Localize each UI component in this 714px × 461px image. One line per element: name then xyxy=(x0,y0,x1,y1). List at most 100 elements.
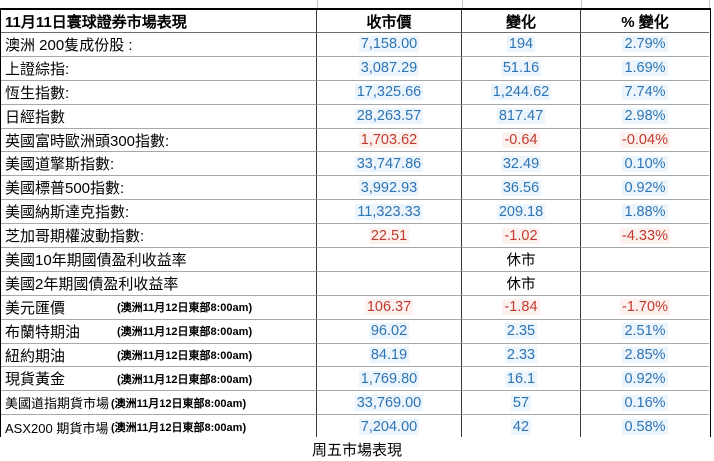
label-cell[interactable]: 美國納斯達克指數: xyxy=(1,200,317,225)
pct-cell[interactable]: 7.74% xyxy=(581,81,709,105)
row-label: 上證綜指: xyxy=(5,60,70,78)
close-cell[interactable]: 1,703.62 xyxy=(317,128,462,153)
value-text: 2.51% xyxy=(622,323,668,340)
change-cell[interactable]: 42 xyxy=(462,415,581,440)
change-cell[interactable]: 2.35 xyxy=(462,319,581,344)
label-cell[interactable]: 上證綜指: xyxy=(1,56,317,81)
change-cell[interactable]: 36.56 xyxy=(462,176,581,201)
change-cell[interactable]: 209.18 xyxy=(462,200,581,225)
table-row: 美國標普500指數: 3,992.93 36.56 0.92% xyxy=(1,176,710,201)
pct-cell[interactable]: -0.04% xyxy=(581,129,709,153)
column-header-pct[interactable]: % 變化 xyxy=(581,10,709,33)
label-cell[interactable]: 現貨黃金 (澳洲11月12日東部8:00am) xyxy=(1,367,317,392)
row-label: 布蘭特期油 xyxy=(5,323,81,341)
pct-cell[interactable]: 0.16% xyxy=(581,391,709,416)
change-cell[interactable]: -1.84 xyxy=(462,295,581,320)
close-cell[interactable]: 33,769.00 xyxy=(317,391,462,416)
pct-cell[interactable]: 2.79% xyxy=(581,33,709,57)
gridline xyxy=(462,0,463,8)
change-cell[interactable]: 32.49 xyxy=(462,152,581,177)
change-cell[interactable]: 16.1 xyxy=(462,367,581,392)
pct-cell[interactable]: 2.85% xyxy=(581,344,709,368)
value-text: 0.92% xyxy=(622,179,668,196)
row-note: (澳洲11月12日東部8:00am) xyxy=(111,422,247,435)
label-cell[interactable]: 恆生指數: xyxy=(1,80,317,105)
pct-cell[interactable]: 0.92% xyxy=(581,367,709,392)
label-cell[interactable]: 美國2年期國債盈利收益率 xyxy=(1,271,317,296)
close-cell[interactable]: 17,325.66 xyxy=(317,80,462,105)
label-cell[interactable]: 美國道擎斯指數: xyxy=(1,152,317,177)
label-cell[interactable]: 美國10年期國債盈利收益率 xyxy=(1,248,317,272)
value-text: 51.16 xyxy=(500,60,542,77)
close-cell[interactable]: 11,323.33 xyxy=(317,200,462,225)
table-row: 美元匯價 (澳洲11月12日東部8:00am) 106.37 -1.84 -1.70% xyxy=(1,295,710,320)
header-row: 11月11日寰球證券市場表現 收市價 變化 % 變化 xyxy=(1,10,710,33)
close-cell[interactable]: 33,747.86 xyxy=(317,152,462,177)
close-cell[interactable]: 22.51 xyxy=(317,224,462,249)
label-cell[interactable]: 澳洲 200隻成份股 : xyxy=(1,33,317,57)
close-cell[interactable]: 7,204.00 xyxy=(317,415,462,440)
label-cell[interactable]: ASX200 期貨市場 (澳洲11月12日東部8:00am) xyxy=(1,415,317,440)
pct-cell[interactable]: -4.33% xyxy=(581,224,709,249)
label-cell[interactable]: 紐約期油 (澳洲11月12日東部8:00am) xyxy=(1,343,317,368)
change-cell[interactable]: 1,244.62 xyxy=(462,80,581,105)
change-cell[interactable]: -0.64 xyxy=(462,128,581,153)
label-cell[interactable]: 美元匯價 (澳洲11月12日東部8:00am) xyxy=(1,295,317,320)
table-title-cell[interactable]: 11月11日寰球證券市場表現 xyxy=(1,10,317,33)
change-cell[interactable]: 194 xyxy=(462,33,581,57)
table-row: 美國2年期國債盈利收益率 休市 xyxy=(1,271,710,296)
close-cell[interactable]: 84.19 xyxy=(317,343,462,368)
change-cell[interactable]: 51.16 xyxy=(462,56,581,81)
value-text: 28,263.57 xyxy=(354,108,424,125)
close-cell[interactable] xyxy=(317,248,462,272)
label-cell[interactable]: 布蘭特期油 (澳洲11月12日東部8:00am) xyxy=(1,319,317,344)
row-label: 紐約期油 xyxy=(5,347,66,365)
pct-cell[interactable]: 0.92% xyxy=(581,176,709,201)
change-cell[interactable]: -1.02 xyxy=(462,224,581,249)
column-header-close[interactable]: 收市價 xyxy=(317,10,462,33)
pct-cell[interactable] xyxy=(581,272,709,296)
value-text: 1.88% xyxy=(622,203,668,220)
footer-row[interactable]: 周五市場表現 xyxy=(0,437,714,461)
pct-cell[interactable]: 2.51% xyxy=(581,320,709,344)
close-cell[interactable]: 7,158.00 xyxy=(317,33,462,57)
pct-cell[interactable]: 0.58% xyxy=(581,415,709,439)
label-cell[interactable]: 芝加哥期權波動指數: xyxy=(1,224,317,249)
close-cell[interactable]: 96.02 xyxy=(317,319,462,344)
close-cell[interactable]: 3,087.29 xyxy=(317,56,462,81)
table-row: 恆生指數: 17,325.66 1,244.62 7.74% xyxy=(1,80,710,105)
label-cell[interactable]: 美國道指期貨市場 (澳洲11月12日東部8:00am) xyxy=(1,391,317,416)
close-cell[interactable]: 28,263.57 xyxy=(317,104,462,129)
row-label: 美國10年期國債盈利收益率 xyxy=(5,251,187,269)
close-cell[interactable]: 1,769.80 xyxy=(317,367,462,392)
label-cell[interactable]: 日經指數 xyxy=(1,104,317,129)
change-cell[interactable]: 57 xyxy=(462,391,581,416)
pct-cell[interactable]: -1.70% xyxy=(581,296,709,320)
gridline xyxy=(317,0,318,8)
label-cell[interactable]: 英國富時歐洲頭300指數: xyxy=(1,128,317,153)
pct-cell[interactable]: 0.10% xyxy=(581,152,709,177)
row-note: (澳洲11月12日東部8:00am) xyxy=(117,373,253,386)
table-row: 現貨黃金 (澳洲11月12日東部8:00am) 1,769.80 16.1 0.92% xyxy=(1,367,710,392)
change-cell[interactable]: 休市 xyxy=(462,248,581,272)
pct-cell[interactable]: 1.88% xyxy=(581,200,709,225)
table-title: 11月11日寰球證券市場表現 xyxy=(5,13,187,31)
change-cell[interactable]: 2.33 xyxy=(462,343,581,368)
pct-cell[interactable]: 2.98% xyxy=(581,105,709,129)
value-text: 209.18 xyxy=(496,203,546,220)
change-cell[interactable]: 休市 xyxy=(462,271,581,296)
value-text: 33,769.00 xyxy=(354,394,424,411)
value-text: 57 xyxy=(510,394,532,411)
pct-cell[interactable]: 1.69% xyxy=(581,57,709,81)
pct-cell[interactable] xyxy=(581,248,709,272)
close-cell[interactable]: 106.37 xyxy=(317,295,462,320)
change-cell[interactable]: 817.47 xyxy=(462,104,581,129)
label-cell[interactable]: 美國標普500指數: xyxy=(1,176,317,201)
value-text: 84.19 xyxy=(368,347,410,364)
column-header-change[interactable]: 變化 xyxy=(462,10,581,33)
row-label: 美國納斯達克指數: xyxy=(5,204,130,222)
row-label: 美國道擎斯指數: xyxy=(5,156,115,174)
close-cell[interactable]: 3,992.93 xyxy=(317,176,462,201)
close-cell[interactable] xyxy=(317,271,462,296)
value-text: 0.92% xyxy=(622,370,668,387)
